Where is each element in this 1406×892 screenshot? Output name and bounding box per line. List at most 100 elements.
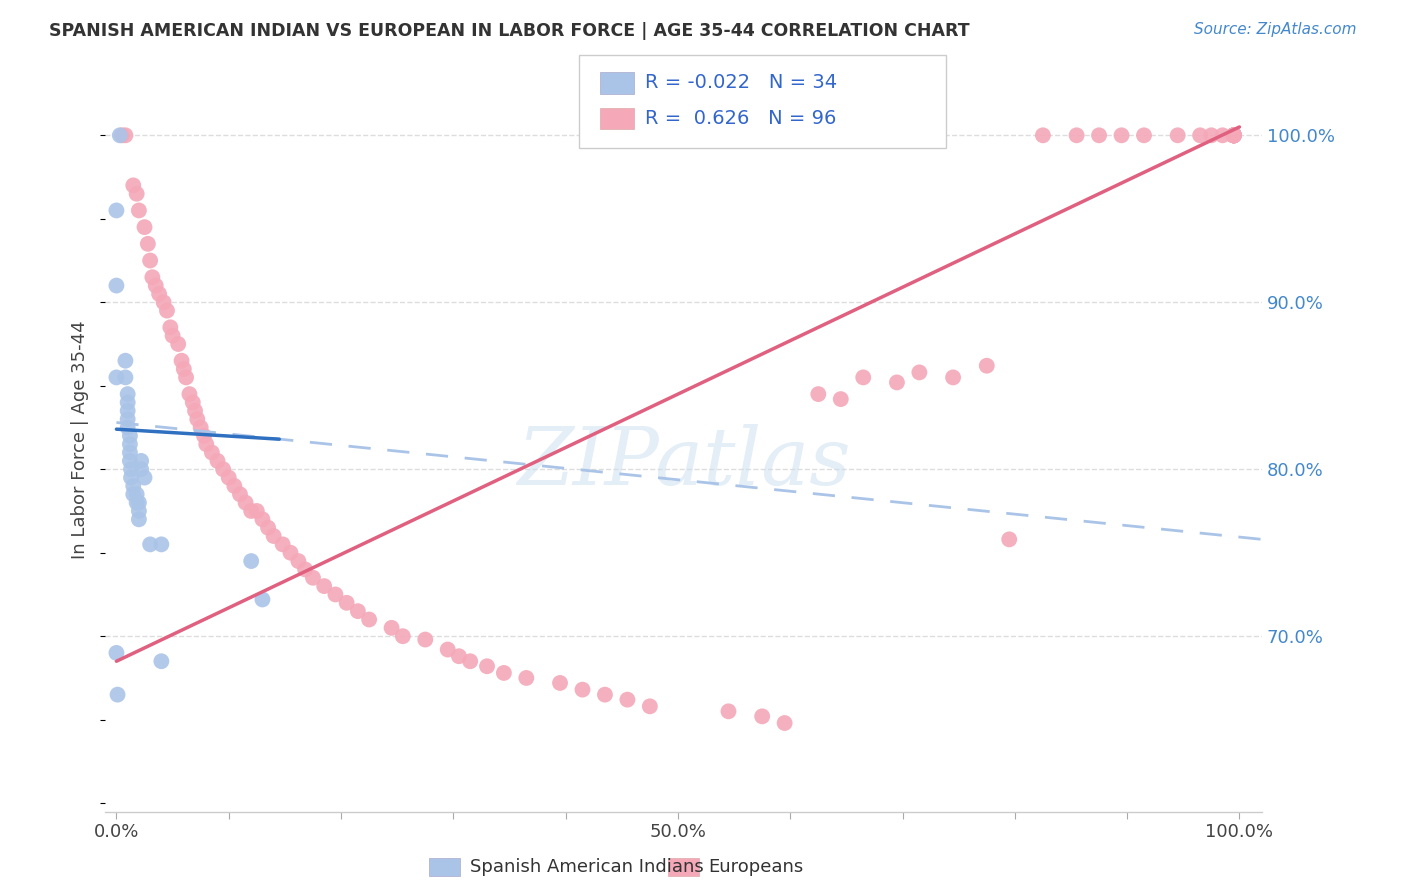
Point — [1223, 128, 1246, 143]
Point — [240, 504, 263, 518]
Point — [120, 470, 142, 484]
Point — [807, 387, 830, 401]
Point — [107, 688, 129, 702]
Point — [108, 128, 131, 143]
Point — [118, 429, 141, 443]
Point — [908, 365, 931, 379]
Point — [347, 604, 370, 618]
Point — [184, 404, 207, 418]
Point — [167, 337, 190, 351]
Point — [1223, 128, 1246, 143]
Point — [156, 303, 179, 318]
Point — [492, 665, 515, 680]
Point — [179, 387, 201, 401]
Point — [359, 613, 381, 627]
Point — [125, 495, 148, 509]
Point — [1223, 128, 1246, 143]
Point — [174, 370, 197, 384]
Point — [751, 709, 773, 723]
Point — [548, 676, 571, 690]
Point — [148, 287, 170, 301]
Point — [616, 692, 638, 706]
Point — [150, 537, 173, 551]
Point — [162, 328, 184, 343]
Point — [263, 529, 285, 543]
Point — [173, 362, 195, 376]
Point — [447, 649, 470, 664]
Point — [118, 437, 141, 451]
Point — [129, 462, 152, 476]
Point — [1223, 128, 1246, 143]
Point — [475, 659, 498, 673]
Text: Source: ZipAtlas.com: Source: ZipAtlas.com — [1194, 22, 1357, 37]
Point — [998, 533, 1021, 547]
Point — [139, 537, 162, 551]
Point — [976, 359, 998, 373]
Point — [336, 596, 359, 610]
Point — [125, 186, 148, 201]
Point — [118, 454, 141, 468]
Point — [852, 370, 875, 384]
Point — [252, 592, 274, 607]
Point — [201, 445, 224, 459]
Point — [207, 454, 229, 468]
Point — [1223, 128, 1246, 143]
Point — [1223, 128, 1246, 143]
Point — [381, 621, 404, 635]
Text: ZIPatlas: ZIPatlas — [517, 424, 851, 501]
Point — [193, 429, 215, 443]
Point — [1223, 128, 1246, 143]
Point — [942, 370, 965, 384]
Point — [150, 654, 173, 668]
Point — [105, 370, 128, 384]
Point — [1032, 128, 1054, 143]
Point — [224, 479, 246, 493]
Point — [152, 295, 174, 310]
Point — [139, 253, 162, 268]
Point — [436, 642, 458, 657]
Point — [125, 487, 148, 501]
Point — [638, 699, 661, 714]
Point — [105, 203, 128, 218]
Text: R =  0.626   N = 96: R = 0.626 N = 96 — [645, 109, 837, 128]
Point — [1133, 128, 1156, 143]
Point — [122, 487, 145, 501]
Point — [1066, 128, 1088, 143]
Point — [117, 420, 139, 434]
Point — [159, 320, 181, 334]
Point — [280, 546, 302, 560]
Point — [1189, 128, 1212, 143]
Point — [246, 504, 269, 518]
Point — [212, 462, 235, 476]
Point — [170, 353, 193, 368]
Point — [240, 554, 263, 568]
Point — [252, 512, 274, 526]
Point — [1223, 128, 1246, 143]
Point — [593, 688, 616, 702]
Point — [117, 387, 139, 401]
Point — [129, 454, 152, 468]
Point — [1088, 128, 1111, 143]
Point — [886, 376, 908, 390]
Point — [1223, 128, 1246, 143]
Point — [128, 504, 150, 518]
Point — [117, 404, 139, 418]
Point — [571, 682, 593, 697]
Point — [1201, 128, 1223, 143]
Point — [515, 671, 537, 685]
Point — [1223, 128, 1246, 143]
Point — [302, 571, 325, 585]
Point — [1223, 128, 1246, 143]
Point — [1212, 128, 1234, 143]
Point — [717, 704, 740, 718]
Point — [134, 470, 156, 484]
Point — [122, 178, 145, 193]
Point — [111, 128, 134, 143]
Point — [114, 353, 136, 368]
Point — [141, 270, 163, 285]
Point — [1111, 128, 1133, 143]
Point — [128, 495, 150, 509]
Point — [458, 654, 481, 668]
Point — [105, 278, 128, 293]
Point — [218, 470, 240, 484]
